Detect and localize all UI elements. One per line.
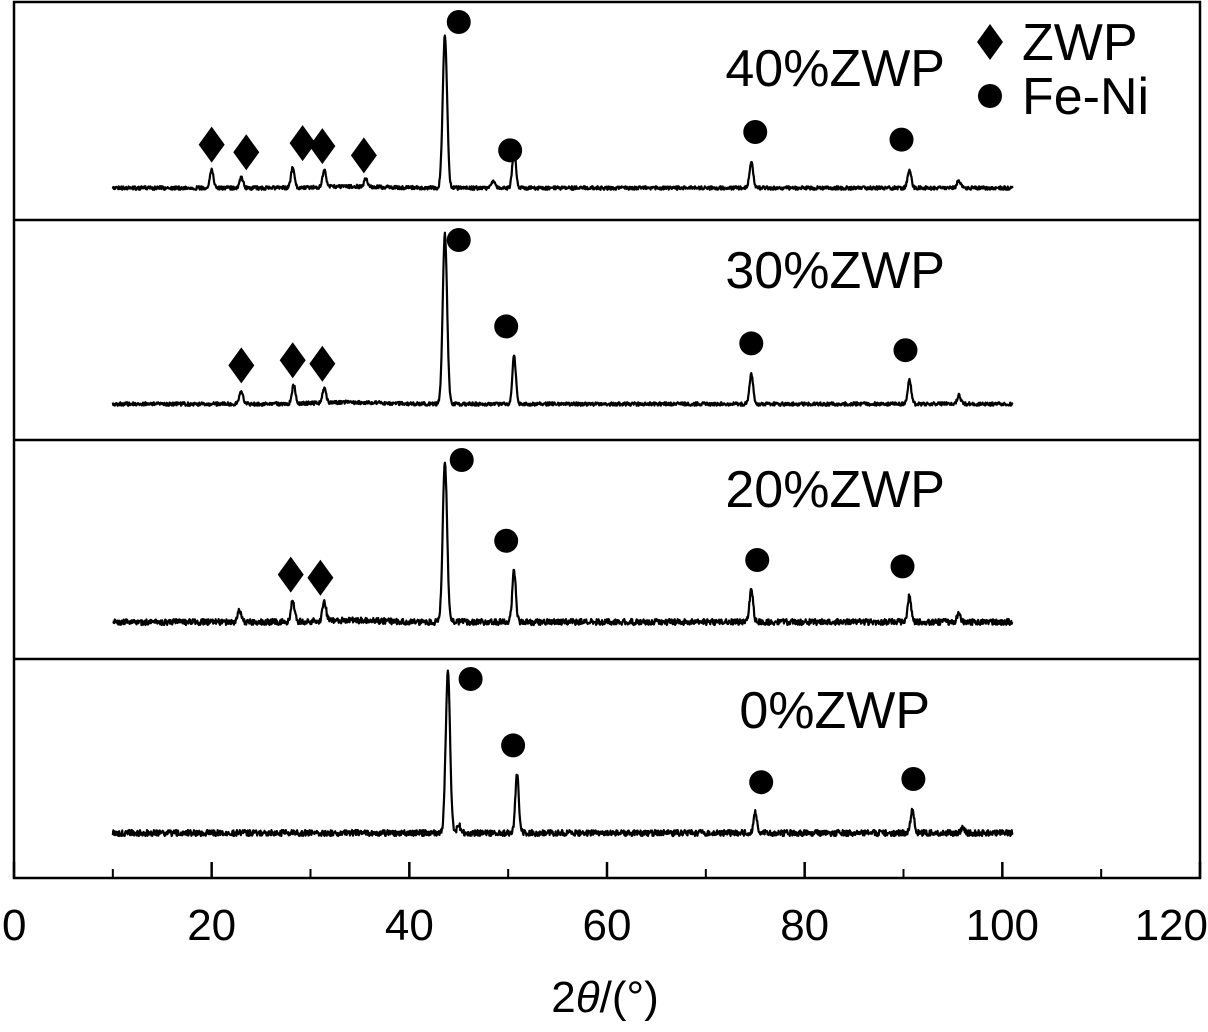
legend-diamond-icon: [977, 24, 1003, 60]
x-tick-label-100: 100: [966, 901, 1039, 950]
trace-20pct-zwp: [112, 461, 1014, 627]
trace-30pct-zwp: [111, 231, 1014, 407]
zwp-marker-2-1: [228, 347, 255, 384]
feni-marker-4-1: [458, 667, 483, 691]
feni-marker-4-3: [749, 770, 774, 795]
panel-label-2: 30%ZWP: [725, 242, 945, 300]
legend-label-1: ZWP: [1022, 14, 1138, 72]
zwp-marker-2-3: [309, 345, 336, 382]
legend-circle-icon: [978, 84, 1002, 108]
x-tick-label-60: 60: [583, 901, 632, 950]
feni-marker-3-2: [494, 528, 519, 553]
feni-marker-3-3: [745, 548, 770, 572]
trace-40pct-zwp: [111, 34, 1014, 191]
x-axis: 0 20 40 60 80 100 120: [2, 862, 1208, 950]
feni-marker-1-3: [743, 119, 768, 144]
peak-markers: [198, 10, 926, 795]
feni-marker-3-4: [890, 554, 915, 579]
zwp-marker-3-2: [307, 559, 334, 596]
panel-label-1: 40%ZWP: [725, 40, 945, 98]
feni-marker-1-4: [889, 127, 914, 152]
zwp-marker-1-1: [198, 126, 225, 163]
feni-marker-2-2: [494, 314, 519, 339]
zwp-marker-1-5: [350, 137, 377, 174]
x-tick-label-80: 80: [780, 901, 829, 950]
x-axis-label-prefix: 2: [551, 973, 575, 1022]
x-tick-label-20: 20: [187, 901, 236, 950]
x-tick-label-40: 40: [385, 901, 434, 950]
zwp-marker-1-4: [309, 128, 336, 165]
feni-marker-2-1: [446, 228, 471, 252]
trace-0pct-zwp: [111, 669, 1014, 838]
feni-marker-4-4: [901, 767, 926, 791]
feni-marker-3-1: [449, 448, 474, 472]
legend-label-2: Fe-Ni: [1022, 68, 1149, 126]
x-axis-label-suffix: /(°): [600, 973, 659, 1022]
panel-label-4: 0%ZWP: [739, 682, 930, 740]
feni-marker-1-2: [498, 138, 523, 163]
feni-marker-1-1: [446, 10, 471, 34]
panel-labels: 40%ZWP 30%ZWP 20%ZWP 0%ZWP: [725, 40, 945, 740]
x-tick-label-0: 0: [2, 901, 26, 950]
plot-frame: [12, 0, 1202, 880]
zwp-marker-1-3: [289, 125, 316, 162]
feni-marker-2-4: [893, 338, 918, 363]
feni-marker-4-2: [501, 733, 526, 758]
x-tick-label-120: 120: [1135, 901, 1208, 950]
zwp-marker-1-2: [233, 134, 260, 171]
panel-label-3: 20%ZWP: [725, 461, 945, 519]
theta-symbol: θ: [576, 973, 600, 1022]
xrd-traces: [111, 34, 1014, 838]
zwp-marker-3-1: [277, 556, 304, 593]
x-axis-label: 2θ/(°): [551, 973, 658, 1022]
zwp-marker-2-2: [279, 342, 306, 379]
feni-marker-2-3: [739, 331, 764, 356]
